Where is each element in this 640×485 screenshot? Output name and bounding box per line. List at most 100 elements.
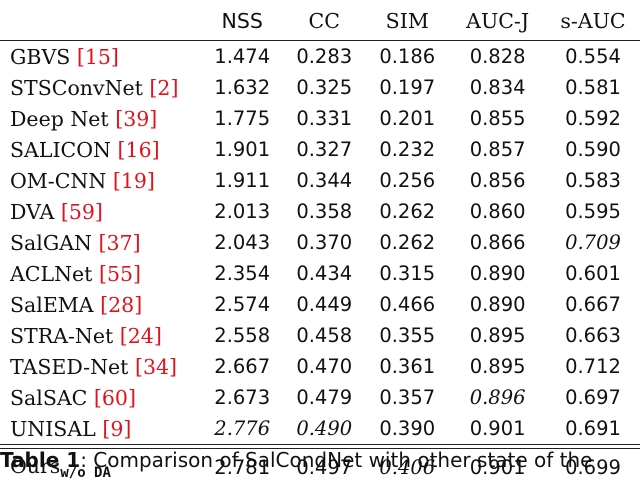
method-name: STRA-Net xyxy=(10,324,113,348)
method-name: SalSAC xyxy=(10,386,87,410)
method-cell: GBVS [15] xyxy=(0,41,201,72)
table-row: UNISAL [9] 2.776 0.490 0.390 0.901 0.691 xyxy=(0,413,640,445)
s-auc-value: 0.663 xyxy=(546,320,640,351)
cc-value: 0.327 xyxy=(283,134,365,165)
method-name: GBVS xyxy=(10,45,70,69)
method-cell: OM-CNN [19] xyxy=(0,165,201,196)
method-cell: DVA [59] xyxy=(0,196,201,227)
citation-link[interactable]: [28] xyxy=(100,293,142,317)
cc-value: 0.458 xyxy=(283,320,365,351)
sim-value: 0.232 xyxy=(365,134,449,165)
header-cc: CC xyxy=(283,2,365,41)
method-name: SalEMA xyxy=(10,293,94,317)
citation-link[interactable]: [37] xyxy=(98,231,140,255)
auc-j-value: 0.895 xyxy=(449,320,546,351)
nss-value: 1.911 xyxy=(201,165,283,196)
citation-link[interactable]: [9] xyxy=(102,417,131,441)
citation-link[interactable]: [55] xyxy=(99,262,141,286)
table-caption: Table 1: Comparison of SalCondNet with o… xyxy=(0,448,592,472)
method-name: SALICON xyxy=(10,138,111,162)
nss-value-second-best: 2.776 xyxy=(201,413,283,445)
method-cell: Deep Net [39] xyxy=(0,103,201,134)
table-row: Deep Net [39] 1.775 0.331 0.201 0.855 0.… xyxy=(0,103,640,134)
table-row: STRA-Net [24] 2.558 0.458 0.355 0.895 0.… xyxy=(0,320,640,351)
nss-value: 2.354 xyxy=(201,258,283,289)
method-cell: ACLNet [55] xyxy=(0,258,201,289)
method-name: TASED-Net xyxy=(10,355,128,379)
nss-value: 2.667 xyxy=(201,351,283,382)
table-row: OM-CNN [19] 1.911 0.344 0.256 0.856 0.58… xyxy=(0,165,640,196)
s-auc-value: 0.697 xyxy=(546,382,640,413)
citation-link[interactable]: [19] xyxy=(113,169,155,193)
method-cell: SALICON [16] xyxy=(0,134,201,165)
auc-j-value-best: 0.901 xyxy=(449,413,546,445)
header-method xyxy=(0,2,201,41)
method-cell: STRA-Net [24] xyxy=(0,320,201,351)
nss-value: 1.474 xyxy=(201,41,283,72)
method-cell: SalGAN [37] xyxy=(0,227,201,258)
auc-j-value: 0.855 xyxy=(449,103,546,134)
table-row: SalGAN [37] 2.043 0.370 0.262 0.866 0.70… xyxy=(0,227,640,258)
table-row: ACLNet [55] 2.354 0.434 0.315 0.890 0.60… xyxy=(0,258,640,289)
table-row: GBVS [15] 1.474 0.283 0.186 0.828 0.554 xyxy=(0,41,640,72)
citation-link[interactable]: [60] xyxy=(94,386,136,410)
sim-value: 0.390 xyxy=(365,413,449,445)
s-auc-value: 0.592 xyxy=(546,103,640,134)
auc-j-value-second-best: 0.896 xyxy=(449,382,546,413)
s-auc-value: 0.691 xyxy=(546,413,640,445)
sim-value: 0.357 xyxy=(365,382,449,413)
auc-j-value: 0.860 xyxy=(449,196,546,227)
nss-value: 1.901 xyxy=(201,134,283,165)
sim-value: 0.262 xyxy=(365,196,449,227)
method-name: OM-CNN xyxy=(10,169,106,193)
auc-j-value: 0.834 xyxy=(449,72,546,103)
cc-value: 0.479 xyxy=(283,382,365,413)
sim-value: 0.361 xyxy=(365,351,449,382)
sim-value: 0.315 xyxy=(365,258,449,289)
header-s-auc: s-AUC xyxy=(546,2,640,41)
s-auc-value: 0.590 xyxy=(546,134,640,165)
cc-value: 0.434 xyxy=(283,258,365,289)
auc-j-value: 0.866 xyxy=(449,227,546,258)
citation-link[interactable]: [24] xyxy=(120,324,162,348)
citation-link[interactable]: [15] xyxy=(77,45,119,69)
citation-link[interactable]: [2] xyxy=(149,76,178,100)
sim-value-best: 0.466 xyxy=(365,289,449,320)
cc-value: 0.470 xyxy=(283,351,365,382)
sim-value: 0.201 xyxy=(365,103,449,134)
cc-value: 0.283 xyxy=(283,41,365,72)
header-nss: NSS xyxy=(201,2,283,41)
nss-value: 2.558 xyxy=(201,320,283,351)
auc-j-value: 0.890 xyxy=(449,258,546,289)
cc-value: 0.449 xyxy=(283,289,365,320)
method-name: SalGAN xyxy=(10,231,92,255)
method-name: UNISAL xyxy=(10,417,96,441)
citation-link[interactable]: [16] xyxy=(118,138,160,162)
table-row: STSConvNet [2] 1.632 0.325 0.197 0.834 0… xyxy=(0,72,640,103)
citation-link[interactable]: [39] xyxy=(115,107,157,131)
cc-value: 0.370 xyxy=(283,227,365,258)
caption-text: : Comparison of SalCondNet with other st… xyxy=(80,448,592,472)
citation-link[interactable]: [59] xyxy=(61,200,103,224)
auc-j-value: 0.857 xyxy=(449,134,546,165)
auc-j-value: 0.890 xyxy=(449,289,546,320)
cc-value: 0.325 xyxy=(283,72,365,103)
cc-value: 0.344 xyxy=(283,165,365,196)
s-auc-value: 0.581 xyxy=(546,72,640,103)
nss-value: 2.574 xyxy=(201,289,283,320)
nss-value: 2.013 xyxy=(201,196,283,227)
cc-value: 0.331 xyxy=(283,103,365,134)
method-cell: SalSAC [60] xyxy=(0,382,201,413)
method-name: DVA xyxy=(10,200,54,224)
s-auc-value: 0.595 xyxy=(546,196,640,227)
table-row: SalEMA [28] 2.574 0.449 0.466 0.890 0.66… xyxy=(0,289,640,320)
s-auc-value: 0.667 xyxy=(546,289,640,320)
sim-value: 0.197 xyxy=(365,72,449,103)
sim-value: 0.355 xyxy=(365,320,449,351)
header-sim: SIM xyxy=(365,2,449,41)
sim-value: 0.262 xyxy=(365,227,449,258)
citation-link[interactable]: [34] xyxy=(135,355,177,379)
cc-value: 0.358 xyxy=(283,196,365,227)
s-auc-value-best: 0.712 xyxy=(546,351,640,382)
method-name: Deep Net xyxy=(10,107,109,131)
